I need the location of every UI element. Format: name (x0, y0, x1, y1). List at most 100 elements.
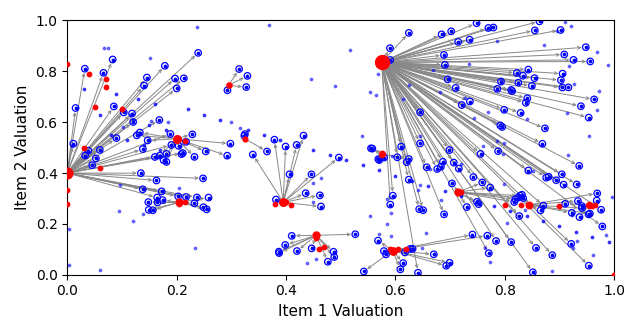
Point (128, 119, 138, 125)
Point (559, 52, 570, 57)
Point (127, 111, 137, 116)
Point (472, 199, 482, 204)
Point (436, 164, 446, 169)
Point (264, 23, 274, 28)
Point (202, 207, 212, 212)
Point (429, 252, 439, 257)
Point (173, 194, 183, 199)
Point (576, 104, 586, 109)
Point (591, 107, 602, 113)
Point (442, 77, 452, 82)
Point (291, 142, 301, 148)
Point (456, 193, 466, 198)
Point (444, 260, 454, 266)
Point (464, 62, 474, 67)
Point (193, 50, 204, 55)
Point (425, 167, 435, 172)
Point (557, 71, 568, 76)
Point (577, 205, 587, 211)
Point (456, 193, 466, 199)
Point (174, 201, 184, 206)
Point (492, 86, 502, 92)
Point (178, 150, 188, 156)
Point (480, 246, 490, 251)
Point (515, 193, 525, 198)
Y-axis label: Item 2 Valuation: Item 2 Valuation (15, 85, 30, 210)
Point (87, 163, 97, 168)
Point (465, 37, 475, 42)
Point (274, 249, 284, 254)
Point (152, 195, 163, 200)
Point (308, 148, 319, 153)
Point (439, 212, 449, 217)
Point (552, 28, 563, 34)
Point (518, 73, 528, 78)
Point (516, 192, 527, 197)
Point (524, 168, 534, 173)
Point (396, 267, 406, 272)
Point (376, 150, 387, 155)
Point (202, 207, 212, 212)
Point (385, 45, 395, 51)
Point (554, 203, 564, 209)
Point (492, 138, 502, 144)
Point (301, 261, 312, 266)
Point (357, 163, 367, 168)
Point (241, 85, 252, 90)
Point (62, 170, 72, 176)
Point (514, 213, 524, 219)
Point (571, 229, 581, 234)
Point (152, 200, 163, 205)
Point (594, 88, 604, 93)
Point (379, 155, 389, 160)
Point (385, 202, 396, 207)
Point (564, 63, 574, 68)
Point (201, 149, 211, 154)
Point (100, 76, 111, 81)
Point (405, 246, 415, 252)
Point (366, 146, 376, 151)
Point (170, 76, 180, 81)
Point (574, 163, 584, 169)
Point (436, 164, 446, 169)
Point (482, 233, 492, 238)
Point (95, 267, 105, 272)
Point (79, 145, 89, 150)
Point (461, 204, 472, 210)
Point (148, 208, 158, 213)
Point (472, 20, 482, 26)
Point (404, 156, 414, 162)
Point (584, 115, 594, 120)
Point (62, 61, 72, 66)
Point (506, 87, 516, 93)
Point (484, 250, 494, 256)
Point (559, 52, 570, 57)
Point (429, 252, 439, 257)
Point (151, 178, 161, 183)
Point (566, 241, 577, 246)
Point (157, 197, 168, 203)
Point (165, 131, 175, 137)
Point (534, 19, 545, 24)
Point (95, 147, 105, 153)
Point (529, 75, 540, 81)
Point (323, 259, 333, 265)
Point (374, 231, 385, 237)
Point (128, 117, 138, 122)
Point (388, 193, 398, 198)
Point (115, 182, 125, 187)
Point (444, 260, 454, 266)
Point (173, 143, 184, 149)
Point (541, 175, 551, 180)
Point (160, 63, 170, 68)
Point (90, 104, 100, 110)
Point (136, 171, 146, 176)
Point (572, 238, 582, 243)
Point (476, 151, 486, 157)
Point (91, 156, 101, 161)
Point (367, 146, 378, 151)
Point (492, 39, 502, 44)
Point (580, 44, 591, 50)
Point (155, 148, 165, 153)
Point (405, 246, 415, 252)
